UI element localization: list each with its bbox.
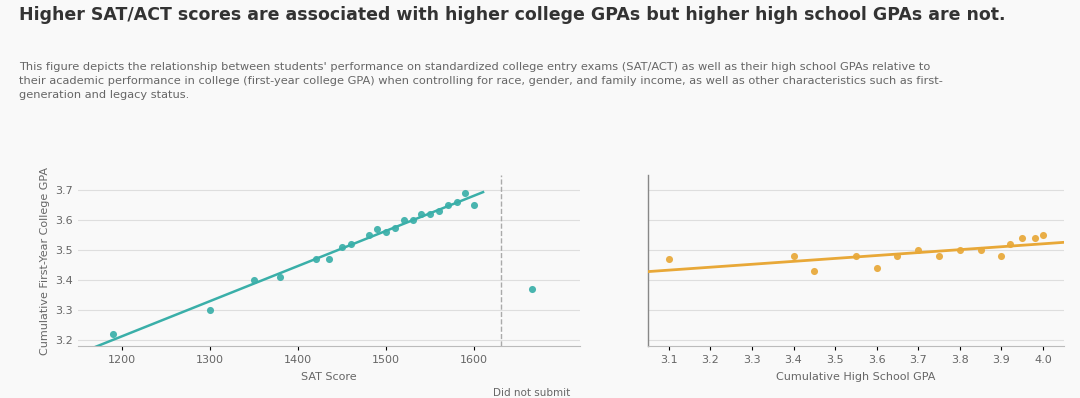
Point [395, 217, 413, 223]
Point [320, 256, 337, 262]
Point [1035, 232, 1052, 238]
Point [342, 241, 360, 248]
Point [465, 202, 483, 208]
Point [245, 277, 262, 283]
Point [387, 224, 404, 231]
Point [413, 211, 430, 217]
X-axis label: SAT Score: SAT Score [301, 372, 356, 382]
Point [430, 208, 447, 215]
X-axis label: Cumulative High School GPA: Cumulative High School GPA [777, 372, 935, 382]
Text: This figure depicts the relationship between students' performance on standardiz: This figure depicts the relationship bet… [19, 62, 943, 100]
Point [448, 199, 465, 205]
Point [457, 190, 474, 196]
Point [972, 247, 989, 254]
Point [404, 217, 421, 223]
Point [785, 253, 802, 259]
Point [993, 253, 1010, 259]
Text: Did not submit
SAT/ACT as part
of application: Did not submit SAT/ACT as part of applic… [489, 388, 573, 398]
Point [272, 274, 289, 280]
Point [847, 253, 864, 259]
Point [201, 307, 218, 313]
Point [930, 253, 948, 259]
Text: Higher SAT/ACT scores are associated with higher college GPAs but higher high sc: Higher SAT/ACT scores are associated wit… [19, 6, 1005, 24]
Point [378, 229, 395, 235]
Point [1001, 241, 1018, 248]
Point [334, 244, 351, 250]
Point [105, 331, 122, 338]
Point [368, 226, 386, 232]
Point [440, 202, 457, 208]
Point [951, 247, 969, 254]
Point [660, 256, 677, 262]
Y-axis label: Cumulative First-Year College GPA: Cumulative First-Year College GPA [40, 167, 50, 355]
Point [1013, 235, 1030, 241]
Point [360, 232, 377, 238]
Point [889, 253, 906, 259]
Point [421, 211, 438, 217]
Point [307, 256, 324, 262]
Point [868, 265, 886, 271]
Point [1026, 235, 1043, 241]
Point [806, 268, 823, 274]
Point [909, 247, 927, 254]
Point [523, 286, 540, 293]
